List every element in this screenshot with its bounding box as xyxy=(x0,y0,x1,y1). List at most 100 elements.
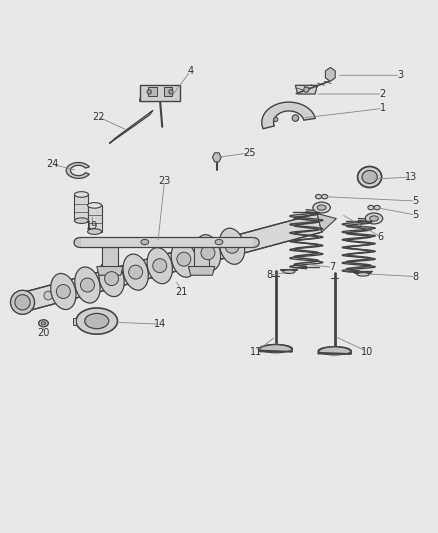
Ellipse shape xyxy=(357,272,369,276)
Ellipse shape xyxy=(365,213,383,224)
Ellipse shape xyxy=(191,252,200,260)
Ellipse shape xyxy=(99,261,124,296)
Text: 21: 21 xyxy=(176,287,188,297)
Polygon shape xyxy=(295,85,317,94)
Ellipse shape xyxy=(71,284,80,293)
Ellipse shape xyxy=(75,267,100,303)
Polygon shape xyxy=(317,214,336,232)
Text: 3: 3 xyxy=(397,70,403,80)
Polygon shape xyxy=(74,195,88,221)
Ellipse shape xyxy=(76,308,117,334)
Ellipse shape xyxy=(313,202,330,213)
Ellipse shape xyxy=(123,254,148,290)
Polygon shape xyxy=(88,205,102,231)
Text: 8: 8 xyxy=(413,271,419,281)
Ellipse shape xyxy=(129,265,143,279)
Text: 23: 23 xyxy=(158,176,171,187)
Ellipse shape xyxy=(368,205,374,210)
Polygon shape xyxy=(66,163,89,179)
Ellipse shape xyxy=(318,346,351,355)
Ellipse shape xyxy=(74,218,88,223)
Polygon shape xyxy=(325,67,335,82)
Text: 19: 19 xyxy=(86,221,99,231)
Ellipse shape xyxy=(105,272,119,286)
Ellipse shape xyxy=(153,259,167,273)
Ellipse shape xyxy=(240,239,248,247)
Ellipse shape xyxy=(315,195,321,199)
Text: 10: 10 xyxy=(361,346,374,357)
Ellipse shape xyxy=(215,245,224,254)
Text: 8: 8 xyxy=(266,270,272,280)
Ellipse shape xyxy=(85,313,109,329)
Text: 1: 1 xyxy=(380,103,386,114)
Polygon shape xyxy=(16,214,322,313)
Ellipse shape xyxy=(147,248,173,284)
Polygon shape xyxy=(97,266,123,275)
Text: 24: 24 xyxy=(46,159,58,169)
Ellipse shape xyxy=(177,252,191,266)
Ellipse shape xyxy=(215,239,223,245)
Ellipse shape xyxy=(283,270,295,273)
Text: 6: 6 xyxy=(378,232,384,242)
Ellipse shape xyxy=(362,171,377,183)
Ellipse shape xyxy=(274,117,278,122)
Text: 5: 5 xyxy=(412,210,419,220)
Ellipse shape xyxy=(81,278,95,292)
Ellipse shape xyxy=(370,216,378,221)
Text: 4: 4 xyxy=(187,66,194,76)
Ellipse shape xyxy=(195,235,221,271)
Ellipse shape xyxy=(201,246,215,260)
Ellipse shape xyxy=(44,291,53,300)
Ellipse shape xyxy=(11,290,35,314)
Ellipse shape xyxy=(219,228,245,264)
Polygon shape xyxy=(188,266,215,275)
Polygon shape xyxy=(163,87,172,96)
Polygon shape xyxy=(212,153,221,162)
Ellipse shape xyxy=(225,239,239,253)
Ellipse shape xyxy=(357,166,381,188)
Ellipse shape xyxy=(304,87,309,92)
Text: 22: 22 xyxy=(93,112,105,122)
Polygon shape xyxy=(73,318,76,325)
Ellipse shape xyxy=(259,344,292,353)
Polygon shape xyxy=(259,344,292,354)
Text: 25: 25 xyxy=(244,148,256,158)
Ellipse shape xyxy=(119,271,128,280)
Text: 20: 20 xyxy=(37,328,49,338)
Ellipse shape xyxy=(51,273,76,310)
Ellipse shape xyxy=(95,278,104,286)
Ellipse shape xyxy=(143,264,152,273)
Ellipse shape xyxy=(74,192,88,197)
Text: 7: 7 xyxy=(329,262,336,272)
Text: 11: 11 xyxy=(250,346,262,357)
Text: 5: 5 xyxy=(412,196,419,206)
Ellipse shape xyxy=(88,229,102,235)
Polygon shape xyxy=(194,247,209,266)
Polygon shape xyxy=(148,87,156,96)
Ellipse shape xyxy=(292,115,299,122)
Ellipse shape xyxy=(15,295,30,310)
Polygon shape xyxy=(102,247,118,266)
Ellipse shape xyxy=(171,241,197,277)
Ellipse shape xyxy=(57,285,71,298)
Polygon shape xyxy=(74,237,79,247)
Ellipse shape xyxy=(167,258,176,267)
Polygon shape xyxy=(254,237,259,247)
Polygon shape xyxy=(318,346,351,356)
Text: 14: 14 xyxy=(154,319,166,329)
Text: 2: 2 xyxy=(380,89,386,99)
Ellipse shape xyxy=(39,320,48,327)
Text: 13: 13 xyxy=(405,172,417,182)
Ellipse shape xyxy=(374,205,380,210)
Ellipse shape xyxy=(317,205,326,210)
Polygon shape xyxy=(110,110,153,143)
Ellipse shape xyxy=(169,90,173,94)
Ellipse shape xyxy=(88,203,102,208)
Polygon shape xyxy=(262,102,315,128)
Ellipse shape xyxy=(41,322,46,325)
Polygon shape xyxy=(141,85,180,101)
Polygon shape xyxy=(79,237,254,247)
Ellipse shape xyxy=(321,195,328,199)
Polygon shape xyxy=(139,96,160,101)
Ellipse shape xyxy=(147,90,151,94)
